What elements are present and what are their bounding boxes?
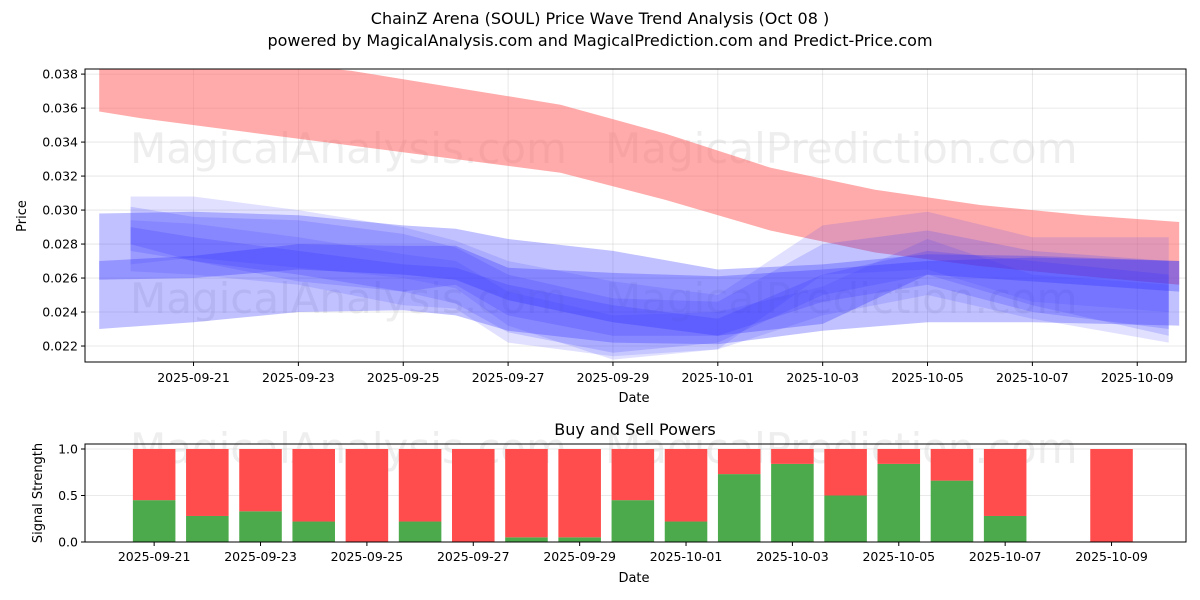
bar-x-tick-label: 2025-09-21 [118,549,191,564]
price-x-tick-label: 2025-10-09 [1101,370,1174,385]
price-y-tick-label: 0.028 [42,237,78,252]
buy-wave-band [130,196,1169,360]
price-y-tick-label: 0.036 [42,101,78,116]
price-y-label: Price [15,200,30,232]
bar-y-tick-label: 0.0 [58,535,78,550]
bar-y-tick-label: 0.5 [58,488,78,503]
bar-x-tick-label: 2025-09-23 [224,549,297,564]
price-y-tick-label: 0.024 [42,305,78,320]
buy-power-bar [824,495,867,542]
sell-wave-band [99,69,1180,285]
buy-wave-band [130,220,1169,357]
sell-power-bar [983,449,1027,516]
price-x-tick-label: 2025-09-25 [367,370,440,385]
price-y-tick-label: 0.032 [42,169,78,184]
buy-wave-band [130,206,1169,353]
buy-power-bar [664,521,708,542]
price-x-tick-label: 2025-10-01 [681,370,754,385]
price-y-tick-label: 0.034 [42,135,78,150]
bar-x-tick-label: 2025-10-07 [969,549,1042,564]
sell-power-bar [717,449,761,475]
buy-power-bar [505,537,548,542]
price-bands [99,69,1180,360]
sell-power-bar [345,449,389,542]
sell-power-bar [505,449,548,538]
sell-power-bar [611,449,655,501]
buy-wave-band [130,227,1169,336]
watermark-magicalanalysis: MagicalAnalysis.com [130,274,567,323]
bar-axes-frame [84,443,1187,543]
sell-power-bar [664,449,708,522]
price-x-tick-label: 2025-10-05 [891,370,964,385]
sell-power-bar [292,449,335,522]
buy-power-bar [930,480,974,542]
buy-power-bar [877,463,921,542]
sell-power-bar [771,449,814,464]
buy-power-bar [611,500,655,542]
buy-power-bar [398,521,442,542]
bar-x-tick-label: 2025-09-27 [437,549,510,564]
sell-power-bar [132,449,176,501]
sell-power-bar [239,449,282,512]
bar-x-tick-label: 2025-10-05 [862,549,935,564]
sell-power-bar [558,449,601,538]
sell-power-bar [877,449,921,464]
buy-power-bar [132,500,176,542]
buy-power-bar [239,511,282,542]
price-y-tick-label: 0.026 [42,271,78,286]
price-axes-frame [84,68,1187,363]
sell-power-bar [1090,449,1133,542]
bar-x-tick-label: 2025-10-01 [650,549,723,564]
price-y-tick-label: 0.038 [42,67,78,82]
bar-x-tick-label: 2025-09-25 [331,549,404,564]
buy-power-bar [717,474,761,542]
bar-ticks: 2025-09-21 2025-09-23 2025-09-25 2025-09-27… [58,442,1148,565]
buy-power-bar [186,515,229,542]
bar-y-label: Signal Strength [31,443,46,543]
bar-x-tick-label: 2025-10-09 [1075,549,1148,564]
chart-title: ChainZ Arena (SOUL) Price Wave Trend Ana… [370,9,830,28]
bar-chart-title: Buy and Sell Powers [554,420,716,439]
bar-x-tick-label: 2025-09-29 [543,549,616,564]
bar-x-tick-label: 2025-10-03 [756,549,829,564]
sell-power-bar [398,449,442,522]
price-x-tick-label: 2025-10-07 [996,370,1069,385]
sell-power-bar [824,449,867,496]
price-x-tick-label: 2025-09-27 [472,370,545,385]
chart-subtitle: powered by MagicalAnalysis.com and Magic… [267,31,933,50]
watermark-magicalprediction: MagicalPrediction.com [605,274,1078,323]
price-ticks: 2025-09-21 2025-09-23 2025-09-25 2025-09-27… [42,67,1173,385]
buy-power-bar [558,537,601,542]
bar-series [132,449,1133,542]
buy-power-bar [292,521,335,542]
price-x-label: Date [618,391,649,406]
buy-power-bar [771,463,814,542]
price-x-tick-label: 2025-09-23 [262,370,335,385]
buy-wave-band [99,211,1180,345]
price-y-tick-label: 0.030 [42,203,78,218]
sell-power-bar [930,449,974,481]
price-x-tick-label: 2025-10-03 [786,370,859,385]
bar-y-tick-label: 1.0 [58,442,78,457]
buy-wave-band [99,244,1180,336]
sell-power-bar [452,449,495,542]
price-x-tick-label: 2025-09-21 [157,370,230,385]
buy-power-bar [983,515,1027,542]
price-x-tick-label: 2025-09-29 [577,370,650,385]
price-y-tick-label: 0.022 [42,339,78,354]
sell-power-bar [186,449,229,516]
bar-x-label: Date [618,571,649,586]
